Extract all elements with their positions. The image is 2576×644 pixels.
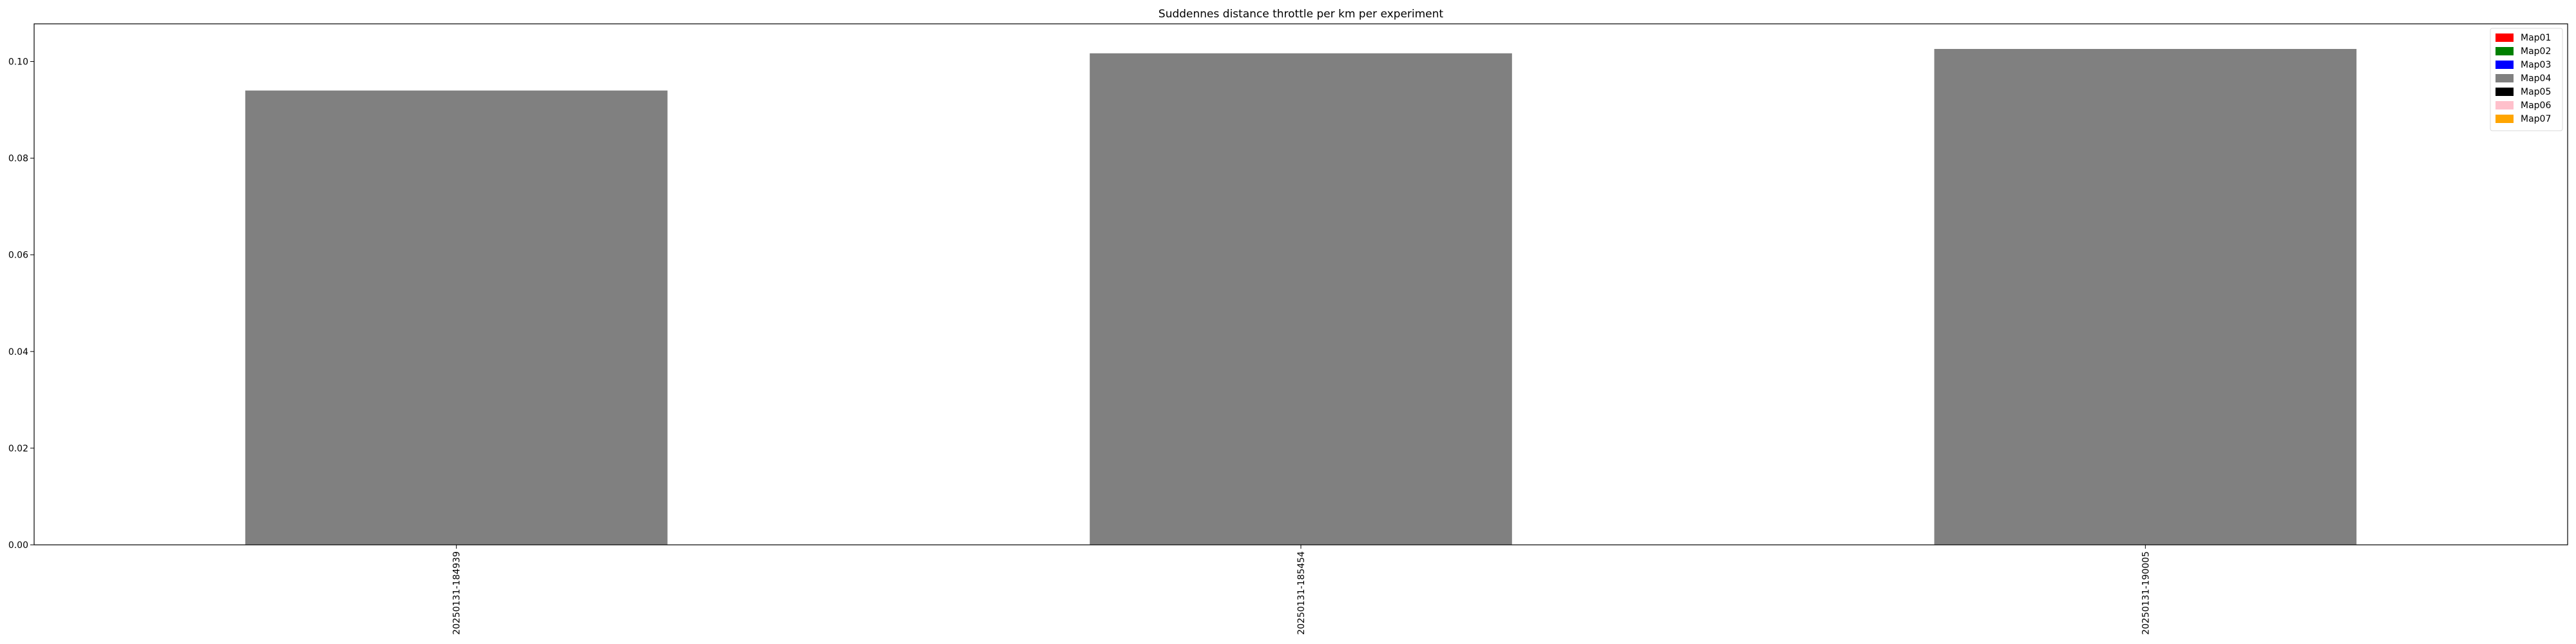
legend-swatch-map01 — [2496, 33, 2514, 42]
legend-swatch-map04 — [2496, 74, 2514, 82]
x-tick-label-0: 20250131-184939 — [452, 551, 462, 635]
y-tick-label-5: 0.10 — [8, 57, 28, 68]
y-axis: 0.00 0.02 0.04 0.06 0.08 0.10 — [8, 57, 34, 551]
legend-label-map05: Map05 — [2521, 87, 2551, 97]
bars-layer — [245, 49, 2357, 545]
x-axis: 20250131-184939 20250131-185454 20250131-1… — [452, 545, 2151, 635]
legend-label-map06: Map06 — [2521, 100, 2551, 111]
legend-label-map02: Map02 — [2521, 46, 2551, 57]
x-tick-label-1: 20250131-185454 — [1296, 551, 1307, 635]
bar-0 — [245, 90, 668, 545]
y-tick-label-2: 0.04 — [8, 347, 28, 357]
y-tick-label-1: 0.02 — [8, 444, 28, 454]
legend-swatch-map07 — [2496, 115, 2514, 123]
plot-frame — [33, 23, 2568, 545]
y-tick-label-3: 0.06 — [8, 251, 28, 261]
bar-1 — [1090, 53, 1512, 545]
y-tick-label-4: 0.08 — [8, 154, 28, 164]
legend-label-map03: Map03 — [2521, 60, 2551, 70]
legend-swatch-map03 — [2496, 61, 2514, 69]
chart-title: Suddennes distance throttle per km per e… — [1159, 8, 1444, 21]
legend-label-map04: Map04 — [2521, 73, 2551, 84]
bar-2 — [1934, 49, 2357, 545]
legend-label-map07: Map07 — [2521, 114, 2551, 124]
legend-swatch-map05 — [2496, 88, 2514, 96]
legend-swatch-map06 — [2496, 101, 2514, 109]
x-tick-label-2: 20250131-190005 — [2141, 551, 2151, 635]
legend: Map01 Map02 Map03 Map04 Map05 Map06 Map07 — [2490, 28, 2563, 131]
y-tick-label-0: 0.00 — [8, 540, 28, 551]
legend-label-map01: Map01 — [2521, 33, 2551, 43]
legend-swatch-map02 — [2496, 47, 2514, 55]
